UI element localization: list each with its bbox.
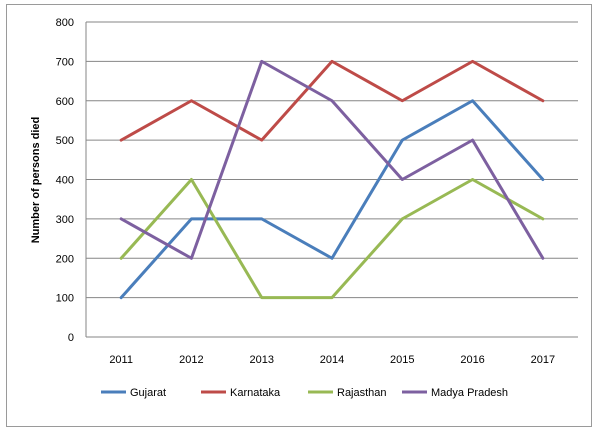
legend-label: Rajasthan [337,387,387,399]
legend-label: Madya Pradesh [431,387,508,399]
y-tick-label: 0 [68,332,74,344]
data-point [471,99,474,102]
y-tick-label: 700 [56,56,74,68]
y-tick-label: 500 [56,135,74,147]
y-axis-label: Number of persons died [30,117,42,244]
data-point [119,296,123,299]
data-point [260,296,263,299]
x-tick-label: 2015 [390,354,414,366]
data-point [190,257,193,260]
data-point [401,99,404,102]
data-point [119,217,123,221]
legend: Gujarat Karnataka Rajasthan Madya Pradesh [101,387,508,399]
x-tick-label: 2012 [179,354,203,366]
y-tick-label: 200 [56,253,74,265]
data-point [119,138,123,142]
data-point [330,60,334,63]
series-lines [119,59,545,300]
y-tick-label: 300 [56,214,74,226]
data-point [190,178,193,181]
series-line-gujarat [119,99,545,300]
data-point [541,217,545,221]
y-tick-labels: 0 100 200 300 400 500 600 700 800 [56,17,74,344]
x-tick-label: 2013 [249,354,273,366]
data-point [330,296,334,299]
data-point [330,257,334,260]
y-tick-label: 800 [56,17,74,29]
x-tick-label: 2011 [109,354,133,366]
data-point [401,217,404,221]
data-point [541,178,545,181]
data-point [471,138,474,142]
legend-label: Karnataka [230,387,281,399]
data-point [541,257,545,260]
x-tick-label: 2017 [531,354,555,366]
x-tick-label: 2016 [460,354,484,366]
data-point [190,99,193,102]
data-point [471,178,474,181]
data-point [401,178,404,181]
data-point [330,99,334,102]
data-point [190,217,193,221]
y-tick-label: 600 [56,96,74,108]
y-tick-label: 400 [56,175,74,187]
data-point [260,217,263,221]
series-line-rajasthan [119,178,545,300]
data-point [471,60,474,63]
data-point [401,138,404,142]
x-tick-labels: 2011 2012 2013 2014 2015 2016 2017 [109,354,555,366]
data-point [260,60,263,63]
y-tick-label: 100 [56,293,74,305]
data-point [541,99,545,102]
data-point [119,257,123,260]
data-point [260,138,263,142]
legend-label: Gujarat [130,387,166,399]
x-tick-label: 2014 [320,354,344,366]
